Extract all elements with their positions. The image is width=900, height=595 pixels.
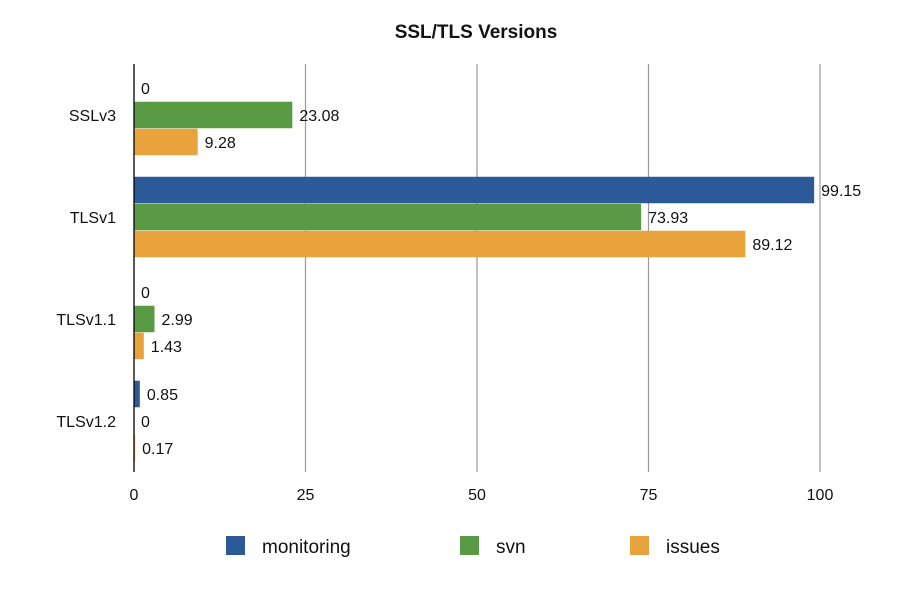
category-label-TLSv1: TLSv1 bbox=[70, 210, 116, 227]
chart-title: SSL/TLS Versions bbox=[395, 22, 558, 43]
legend-label-svn: svn bbox=[496, 537, 526, 558]
x-tick-label-50: 50 bbox=[468, 487, 486, 504]
data-label-svn-TLSv1: 73.93 bbox=[648, 210, 688, 227]
x-tick-label-25: 25 bbox=[297, 487, 315, 504]
legend-swatch-svn bbox=[460, 536, 479, 555]
legend-swatch-issues bbox=[630, 536, 649, 555]
x-tick-label-75: 75 bbox=[640, 487, 658, 504]
x-tick-labels: 0 25 50 75 100 bbox=[130, 487, 834, 504]
grid-lines bbox=[304, 64, 821, 472]
data-labels: 0 23.08 9.28 99.15 73.93 89.12 0 2.99 1.43 0.85 0 0… bbox=[141, 81, 861, 458]
data-label-monitoring-TLSv1: 99.15 bbox=[821, 183, 861, 200]
legend: monitoring svn issues bbox=[226, 536, 720, 558]
legend-swatch-monitoring bbox=[226, 536, 245, 555]
data-label-issues-TLSv1.2: 0.17 bbox=[142, 441, 173, 458]
bar-svn-TLSv1 bbox=[134, 203, 642, 231]
category-labels: SSLv3 TLSv1 TLSv1.1 TLSv1.2 bbox=[56, 108, 116, 431]
data-label-issues-TLSv1.1: 1.43 bbox=[151, 339, 182, 356]
legend-label-issues: issues bbox=[666, 537, 720, 558]
data-label-monitoring-SSLv3: 0 bbox=[141, 81, 150, 98]
bars bbox=[134, 101, 815, 462]
data-label-svn-SSLv3: 23.08 bbox=[299, 108, 339, 125]
data-label-monitoring-TLSv1.2: 0.85 bbox=[147, 387, 178, 404]
bar-svn-TLSv1.1 bbox=[134, 305, 155, 333]
bar-monitoring-TLSv1 bbox=[134, 176, 815, 204]
bar-issues-SSLv3 bbox=[134, 128, 198, 156]
bar-svn-SSLv3 bbox=[134, 101, 293, 129]
category-label-SSLv3: SSLv3 bbox=[69, 108, 116, 125]
bar-monitoring-TLSv1.2 bbox=[134, 380, 140, 408]
legend-label-monitoring: monitoring bbox=[262, 537, 351, 558]
data-label-issues-SSLv3: 9.28 bbox=[205, 135, 236, 152]
category-label-TLSv1.1: TLSv1.1 bbox=[56, 312, 116, 329]
data-label-svn-TLSv1.2: 0 bbox=[141, 414, 150, 431]
bar-issues-TLSv1 bbox=[134, 230, 746, 258]
data-label-svn-TLSv1.1: 2.99 bbox=[162, 312, 193, 329]
data-label-monitoring-TLSv1.1: 0 bbox=[141, 285, 150, 302]
x-tick-label-0: 0 bbox=[130, 487, 139, 504]
data-label-issues-TLSv1: 89.12 bbox=[752, 237, 792, 254]
category-label-TLSv1.2: TLSv1.2 bbox=[56, 414, 116, 431]
bar-issues-TLSv1.1 bbox=[134, 332, 144, 360]
x-tick-label-100: 100 bbox=[807, 487, 834, 504]
